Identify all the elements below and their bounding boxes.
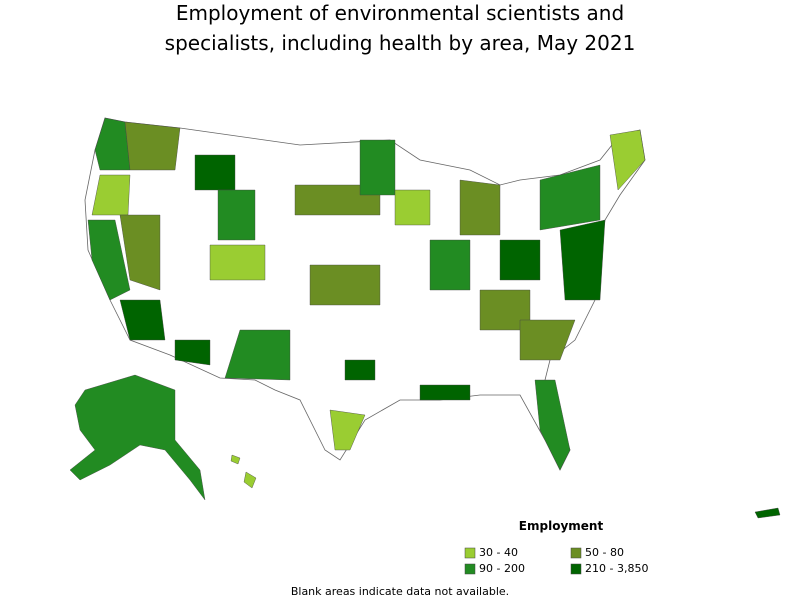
region [119,299,166,341]
legend-label: 90 - 200 [479,562,525,575]
region [329,409,366,451]
legend-swatch [570,563,582,575]
region [294,184,381,216]
legend-label: 50 - 80 [585,546,624,559]
legend-label: 210 - 3,850 [585,562,648,575]
region [224,329,291,381]
region [344,359,376,381]
region [69,374,206,501]
region [539,164,601,231]
map [69,117,781,519]
region [754,507,781,519]
region [87,219,131,301]
legend-swatch [570,547,582,559]
region [209,244,266,281]
region [194,154,236,191]
region [609,129,646,191]
region [309,264,381,306]
title-line: specialists, including health by area, M… [165,31,636,55]
legend-swatch [464,547,476,559]
footnote: Blank areas indicate data not available. [291,585,509,598]
legend: Employment 30 - 40 50 - 80 90 - 200 210 - 3… [464,519,648,575]
region [174,339,211,366]
region [124,121,181,171]
region [534,379,571,471]
region [559,219,606,301]
legend-label: 30 - 40 [479,546,518,559]
region [459,179,501,236]
region [230,454,257,489]
region [429,239,471,291]
region [499,239,541,281]
region [519,319,576,361]
region [359,139,396,196]
region [94,117,131,171]
legend-swatch [464,563,476,575]
region [217,189,256,241]
region [419,384,471,401]
title-line: Employment of environmental scientists a… [176,1,624,25]
legend-title: Employment [519,519,604,533]
region [394,189,431,226]
region [119,214,161,291]
